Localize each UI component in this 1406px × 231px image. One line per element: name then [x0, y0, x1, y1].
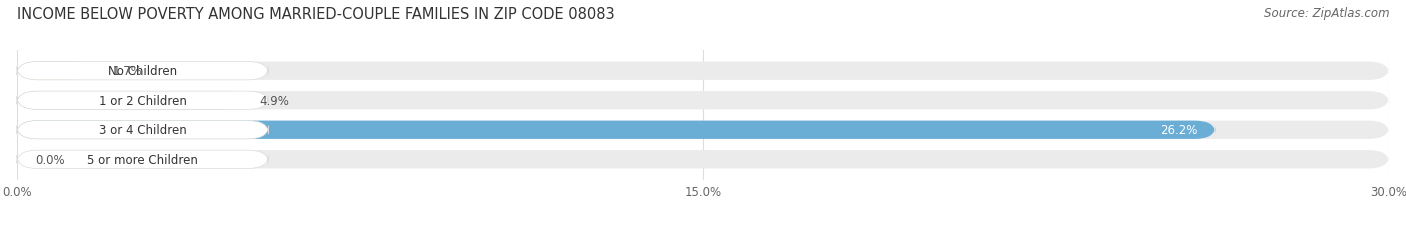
- FancyBboxPatch shape: [17, 92, 1389, 110]
- FancyBboxPatch shape: [17, 150, 1389, 169]
- Text: 3 or 4 Children: 3 or 4 Children: [98, 124, 187, 137]
- FancyBboxPatch shape: [17, 121, 1215, 139]
- Text: 4.9%: 4.9%: [259, 94, 290, 107]
- Text: Source: ZipAtlas.com: Source: ZipAtlas.com: [1264, 7, 1389, 20]
- Text: No Children: No Children: [108, 65, 177, 78]
- Text: INCOME BELOW POVERTY AMONG MARRIED-COUPLE FAMILIES IN ZIP CODE 08083: INCOME BELOW POVERTY AMONG MARRIED-COUPL…: [17, 7, 614, 22]
- FancyBboxPatch shape: [17, 150, 269, 169]
- Text: 0.0%: 0.0%: [35, 153, 65, 166]
- FancyBboxPatch shape: [17, 92, 269, 110]
- Text: 5 or more Children: 5 or more Children: [87, 153, 198, 166]
- FancyBboxPatch shape: [17, 62, 1389, 81]
- Text: 26.2%: 26.2%: [1160, 124, 1197, 137]
- Text: 1.7%: 1.7%: [112, 65, 143, 78]
- FancyBboxPatch shape: [17, 121, 269, 139]
- FancyBboxPatch shape: [17, 121, 1389, 139]
- FancyBboxPatch shape: [17, 62, 269, 81]
- FancyBboxPatch shape: [17, 92, 240, 110]
- FancyBboxPatch shape: [17, 62, 94, 81]
- Text: 1 or 2 Children: 1 or 2 Children: [98, 94, 187, 107]
